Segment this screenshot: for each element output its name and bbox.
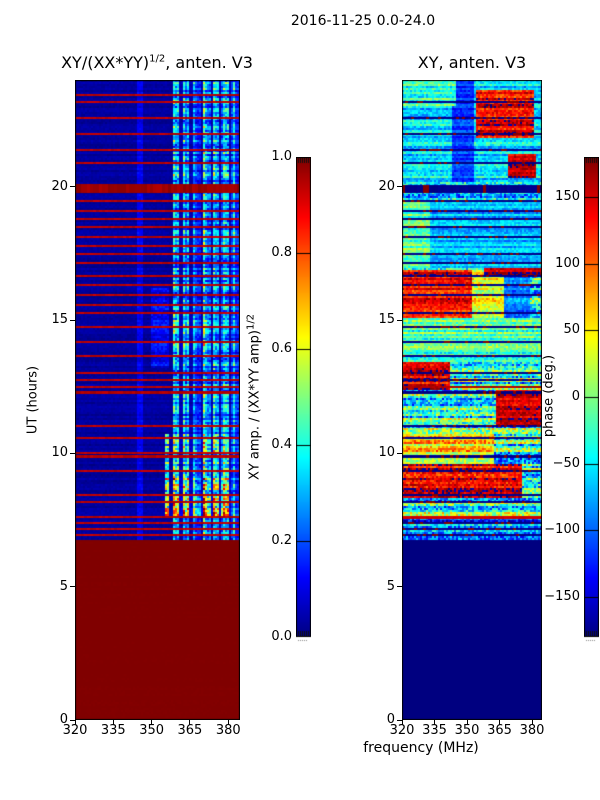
amp-ytick-mark <box>70 319 75 321</box>
amp-colorbar-label: XY amp. / (XX*YY amp)1/2 <box>245 314 262 480</box>
phase-ytick-label: 15 <box>378 312 395 327</box>
x-axis-label: frequency (MHz) <box>363 740 479 756</box>
phase-xtick-mark <box>434 720 435 725</box>
amp-ytick-label: 10 <box>51 445 68 461</box>
amp-cbar-tick-label: 0.0 <box>271 629 292 644</box>
amp-cbar-tick-label: 0.4 <box>271 437 292 452</box>
amp-plot-title: XY/(XX*YY)1/2, anten. V3 <box>61 53 253 72</box>
phase-cbar-tick-label: 0 <box>571 389 580 404</box>
phase-heatmap-canvas <box>402 80 542 720</box>
amp-ytick-label: 20 <box>51 178 68 194</box>
amp-xtick-mark <box>189 720 191 725</box>
phase-ytick-mark <box>397 186 402 188</box>
phase-xtick-label: 380 <box>519 723 545 738</box>
amp-xtick-mark <box>227 720 229 725</box>
amp-ytick-mark <box>70 719 75 721</box>
amp-colorbar-label-sup: 1/2 <box>245 313 257 331</box>
amp-cbar-tick-label: 0.6 <box>271 341 292 356</box>
amp-xtick-label: 350 <box>139 723 165 738</box>
phase-colorbar-canvas <box>584 157 599 643</box>
phase-ytick-mark <box>397 452 402 454</box>
amp-ytick-mark <box>70 586 75 588</box>
amp-cbar-tick-label: 1.0 <box>271 149 292 164</box>
phase-ytick-mark <box>397 719 402 721</box>
amp-ytick-label: 5 <box>59 578 68 594</box>
amp-cbar-tick-label: 0.8 <box>271 245 292 260</box>
phase-title-main: XY, anten. V3 <box>417 53 527 72</box>
phase-ytick-label: 20 <box>378 178 395 194</box>
phase-xtick-label: 335 <box>422 723 447 738</box>
phase-ytick-label: 10 <box>378 445 395 461</box>
phase-ytick-mark <box>397 319 402 321</box>
phase-ytick-mark <box>397 586 402 588</box>
phase-xtick-mark <box>531 720 533 725</box>
amp-title-main: XY/(XX*YY) <box>61 53 150 72</box>
phase-cbar-tick-label: −150 <box>544 589 580 604</box>
amp-xtick-label: 320 <box>62 723 88 738</box>
phase-plot-title: XY, anten. V3 <box>418 53 526 72</box>
amp-xtick-mark <box>74 720 76 725</box>
phase-ytick-label: 5 <box>386 578 395 594</box>
amp-xtick-mark <box>112 720 114 725</box>
phase-cbar-tick-label: 150 <box>555 189 580 204</box>
figure-title: 2016-11-25 0.0-24.0 <box>290 13 436 29</box>
amp-ytick-label: 15 <box>51 312 68 327</box>
amp-ytick-mark <box>70 452 75 454</box>
amp-xtick-label: 380 <box>215 723 241 738</box>
phase-xtick-label: 320 <box>389 723 415 738</box>
y-axis-label: UT (hours) <box>25 365 41 435</box>
amp-heatmap-canvas <box>75 80 240 720</box>
amp-colorbar-canvas <box>296 157 311 643</box>
phase-xtick-mark <box>499 720 501 725</box>
phase-xtick-mark <box>401 720 403 725</box>
phase-cbar-tick-label: 100 <box>555 255 580 271</box>
phase-cbar-tick-label: 50 <box>563 322 580 338</box>
phase-xtick-mark <box>466 720 468 725</box>
amp-ytick-mark <box>70 186 75 188</box>
phase-xtick-label: 365 <box>487 723 512 738</box>
phase-xtick-label: 350 <box>454 723 480 738</box>
amp-xtick-mark <box>151 720 153 725</box>
amp-ytick-label: 0 <box>59 712 68 727</box>
amp-cbar-tick-label: 0.2 <box>271 533 292 548</box>
phase-cbar-tick-label: −50 <box>552 455 580 471</box>
amp-xtick-label: 365 <box>177 723 203 738</box>
amp-title-tail: , anten. V3 <box>165 53 253 72</box>
amp-xtick-label: 335 <box>100 723 126 738</box>
phase-ytick-label: 0 <box>386 712 395 727</box>
phase-cbar-tick-label: −100 <box>544 522 580 538</box>
amp-title-sup: 1/2 <box>149 53 166 65</box>
